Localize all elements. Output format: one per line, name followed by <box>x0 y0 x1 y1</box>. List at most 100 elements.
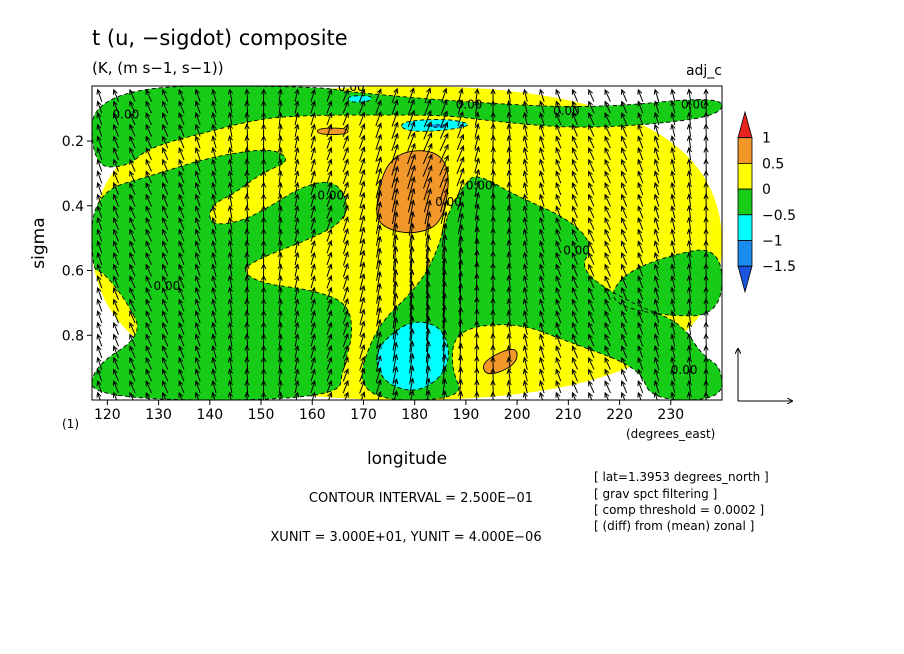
wind-vector <box>522 100 528 114</box>
wind-vector <box>211 286 217 301</box>
wind-vector <box>244 333 250 347</box>
wind-vector <box>506 169 512 184</box>
x-axis-units: (degrees_east) <box>626 427 715 441</box>
wind-vector <box>670 123 676 137</box>
wind-vector <box>277 111 283 126</box>
wind-vector <box>392 304 399 329</box>
wind-vector <box>604 298 611 312</box>
wind-vector <box>571 100 578 114</box>
wind-vector <box>703 193 709 207</box>
wind-vector <box>96 345 103 359</box>
wind-vector <box>441 245 448 271</box>
wind-vector <box>490 379 496 394</box>
wind-vector <box>703 274 709 289</box>
wind-vector <box>194 205 201 219</box>
wind-vector <box>211 240 217 254</box>
wind-vector <box>227 309 234 324</box>
wind-vector <box>703 181 709 196</box>
wind-vector <box>522 204 528 219</box>
wind-vector <box>342 379 349 394</box>
wind-vector <box>326 344 333 359</box>
colorbar-label: −1.5 <box>762 259 796 275</box>
wind-vector <box>620 298 628 312</box>
wind-vector <box>227 298 234 312</box>
contour-label: 0.00 <box>466 179 493 193</box>
wind-vector <box>703 88 709 102</box>
note-latitude: [ lat=1.3953 degrees_north ] <box>594 470 769 484</box>
wind-vector <box>112 181 119 195</box>
wind-vector <box>458 247 464 270</box>
wind-vector <box>506 204 512 219</box>
wind-vector <box>359 238 366 256</box>
wind-vector <box>637 240 644 254</box>
wind-vector <box>506 391 512 400</box>
wind-vector <box>620 263 628 277</box>
wind-vector <box>211 158 217 172</box>
wind-vector <box>326 251 333 266</box>
wind-vector <box>342 192 349 208</box>
wind-vector <box>506 111 512 126</box>
wind-vector <box>145 123 152 137</box>
wind-vector <box>588 251 595 265</box>
wind-vector <box>260 251 267 266</box>
wind-vector <box>588 123 595 137</box>
wind-vector <box>653 181 660 196</box>
wind-vector <box>194 181 201 196</box>
wind-vector <box>407 131 416 152</box>
wind-vector <box>555 146 562 161</box>
vector-units-text: XUNIT = 3.000E+01, YUNIT = 4.000E−06 <box>270 530 541 545</box>
wind-vector <box>326 333 333 347</box>
wind-vector <box>522 146 528 161</box>
wind-vector <box>588 100 595 114</box>
y-axis-units: (1) <box>62 417 79 431</box>
wind-vector <box>620 123 628 137</box>
wind-vector <box>211 356 217 370</box>
wind-vector <box>407 164 416 189</box>
wind-vector <box>211 123 217 137</box>
wind-vector <box>439 143 449 164</box>
wind-vector <box>326 263 333 277</box>
wind-vector <box>112 228 119 242</box>
wind-vector <box>211 135 217 149</box>
wind-vector <box>555 298 562 312</box>
wind-vector <box>604 333 611 347</box>
wind-vector <box>277 123 283 137</box>
wind-vector <box>145 356 152 370</box>
wind-vector <box>178 368 185 382</box>
wind-vector <box>686 146 693 161</box>
wind-vector <box>112 135 119 149</box>
wind-vector <box>457 212 464 235</box>
wind-vector <box>294 204 300 219</box>
contour-label: 0.00 <box>563 243 590 257</box>
wind-vector <box>604 275 611 289</box>
wind-vector <box>359 320 366 337</box>
wind-vector <box>375 167 383 187</box>
wind-vector <box>522 379 528 394</box>
wind-vector <box>409 327 415 352</box>
wind-vector <box>637 216 644 230</box>
wind-vector <box>129 356 136 370</box>
wind-vector <box>178 298 185 312</box>
wind-vector <box>294 298 300 312</box>
wind-vector <box>670 263 676 277</box>
wind-vector <box>178 321 185 335</box>
wind-vector <box>145 88 152 102</box>
wind-vector <box>703 169 709 184</box>
wind-vector <box>653 240 660 254</box>
wind-vector <box>474 157 480 173</box>
colorbar: 1 0.5 0 −0.5 −1 −1.5 <box>737 110 796 294</box>
wind-vector <box>96 240 103 254</box>
wind-vector <box>670 193 676 207</box>
wind-vector <box>571 333 578 347</box>
wind-vector <box>326 368 333 382</box>
wind-vector <box>425 234 431 260</box>
wind-vector <box>670 111 676 126</box>
wind-vector <box>555 263 562 277</box>
wind-vector <box>227 193 234 207</box>
wind-vector <box>670 88 676 102</box>
wind-vector <box>604 321 611 335</box>
contour-region-pos_0.5_1 <box>483 349 518 374</box>
wind-vector <box>294 158 300 172</box>
wind-vector <box>375 99 382 115</box>
wind-vector <box>162 123 169 137</box>
